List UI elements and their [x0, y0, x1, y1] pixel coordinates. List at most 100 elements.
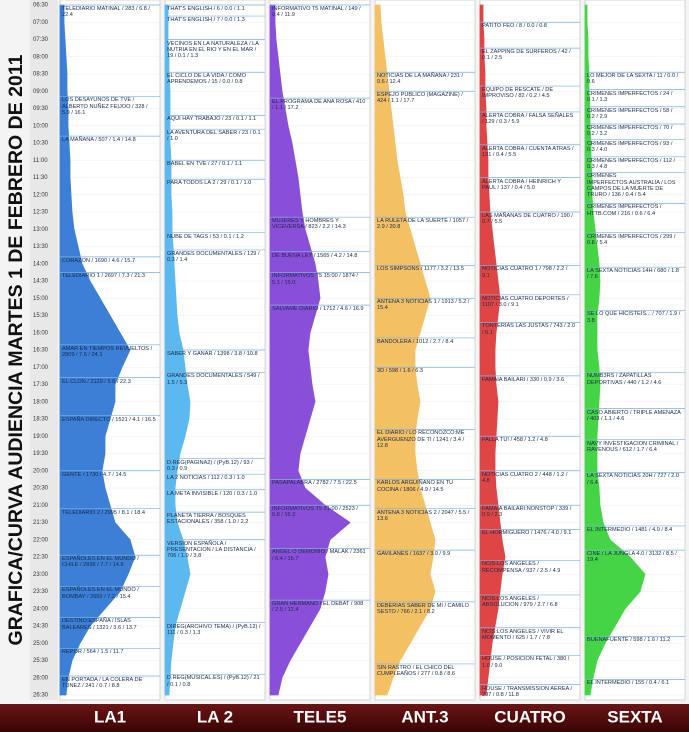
- program-label: EL ZAPPING DE SURFEROS / 42 / 0.1 / 2.5: [482, 49, 571, 62]
- program-label: EL CICLO DE LA VIDA / COMO APRENDEMOS / …: [167, 73, 247, 86]
- time-tick-label: 18:30: [33, 417, 49, 423]
- time-tick-label: 23:30: [33, 589, 49, 595]
- program-label: NCIS:LOS ANGELES / RECOMPENSA / 937 / 2.…: [482, 561, 561, 574]
- program-label: ANTENA 3 NOTICIAS 1 / 1913 / 5.2 / 15.4: [377, 299, 470, 312]
- time-tick-label: 12:30: [33, 210, 49, 216]
- time-tick-label: 16:00: [33, 330, 49, 336]
- footer-bar: [0, 704, 689, 732]
- program-label: SABER Y GANAR / 1398 / 3.8 / 10.8: [167, 351, 258, 357]
- program-label: SE LO QUE HICISTEIS... / 707 / 1.9 / 3.8: [587, 311, 681, 324]
- program-label: EL INTERMEDIO / 1481 / 4.0 / 8.4: [587, 526, 673, 533]
- time-tick-label: 07:30: [33, 37, 49, 43]
- program-label: NOTICIAS DE LA MAÑANA / 231 / 0.6 / 12.4: [377, 73, 464, 86]
- program-label: GENTE / 1730 / 4.7 / 14.5: [62, 471, 127, 478]
- program-label: NOTICIAS CUATRO DEPORTES / 1107 / 3.0 / …: [482, 295, 569, 308]
- program-label: D.REG(MUSICAL.ES) / (PyB.12) / 21 / 0.1 …: [167, 675, 260, 688]
- program-label: LA MAÑANA / 507 / 1.4 / 14.8: [62, 137, 136, 144]
- program-label: D.REG(PAGINA2) / (PyB.12) / 93 / 0.3 / 0…: [167, 459, 253, 472]
- time-axis-bg: [30, 0, 58, 700]
- program-label: NOTICIAS CUATRO 2 / 448 / 1.2 / 4.8: [482, 471, 568, 484]
- time-tick-label: 11:30: [33, 175, 48, 181]
- program-label: CRIMENES IMPERFECTOS / HTTB.COM / 216 / …: [587, 204, 662, 217]
- time-tick-label: 09:00: [33, 89, 49, 95]
- time-tick-label: 09:30: [33, 106, 49, 112]
- program-label: EQUIPO DE RESCATE / DE IMPROVISO / 82 / …: [482, 87, 554, 100]
- time-tick-label: 17:00: [33, 365, 49, 371]
- program-label: CRIMENES IMPERFECTOS / 24 / 0.1 / 1.3: [587, 90, 673, 103]
- time-tick-label: 13:00: [33, 227, 49, 233]
- program-label: GAVILANES / 1637 / 3.0 / 9.9: [377, 551, 451, 558]
- program-label: CRIMENES IMPERFECTOS / 112 / 0.3 / 4.8: [587, 157, 676, 170]
- program-label: GRANDES DOCUMENTALES / 129 / 0.3 / 1.4: [167, 250, 260, 264]
- program-label: THAT'S ENGLISH / 7 / 0.0 / 1.3: [167, 17, 245, 24]
- program-label: EL PROGRAMA DE ANA ROSA / 410 / 1.1 / 17…: [272, 99, 366, 112]
- time-tick-label: 14:30: [33, 279, 49, 285]
- program-label: EN PORTADA / LA COLERA DE TUNEZ / 241 / …: [62, 677, 143, 690]
- program-label: CASO ABIERTO / TRIPLE AMENAZA / 403 / 1.…: [587, 409, 681, 422]
- program-label: ESPAÑOLES EN EL MUNDO / BOMBAY / 2659 / …: [62, 587, 139, 600]
- program-label: GRANDES DOCUMENTALES / 549 / 1.5 / 5.3: [167, 373, 260, 386]
- time-tick-label: 22:30: [33, 555, 49, 561]
- time-tick-label: 07:00: [33, 20, 49, 26]
- program-label: ESPAÑOLES EN EL MUNDO / CHILE / 2836 / 7…: [62, 556, 139, 569]
- program-label: PATITO FEO / 8 / 0.0 / 0.8: [482, 23, 547, 30]
- program-label: 3D / 598 / 1.6 / 6.3: [377, 368, 424, 375]
- program-label: SIN RASTRO / EL CHICO DEL CUMPLEAÑOS / 2…: [377, 664, 456, 678]
- channel-name: CUATRO: [494, 707, 565, 726]
- channel-name: LA 2: [197, 707, 233, 726]
- channel-name: LA1: [94, 707, 126, 726]
- program-label: MUJERES Y HOMBRES Y VICEVERSA / 823 / 2.…: [272, 218, 346, 231]
- program-label: DESTINO:ESPAÑA / ISLAS BALEARES / 1321 /…: [62, 618, 137, 631]
- program-label: LA 2 NOTICIAS / 112 / 0.3 / 1.0: [167, 475, 245, 482]
- program-label: PARA TODOS LA 2 / 29 / 0.1 / 1.0: [167, 180, 252, 187]
- program-label: NAVY INVESTIGACION CRIMINAL / RAVENOUS /…: [587, 440, 679, 453]
- time-tick-label: 08:00: [33, 54, 49, 60]
- program-label: TELEDIARIO 2 / 2995 / 8.1 / 18.4: [62, 509, 146, 516]
- program-label: LOS DESAYUNOS DE TVE / ALBERTO NUÑEZ FEI…: [62, 97, 148, 116]
- time-tick-label: 21:30: [33, 520, 49, 526]
- time-tick-label: 26:00: [33, 675, 49, 681]
- program-label: LA RULETA DE LA SUERTE / 1057 / 2.9 / 20…: [377, 218, 469, 231]
- program-label: ALERTA COBRA / CUENTA ATRAS / 131 / 0.4 …: [482, 145, 574, 158]
- program-label: DEBERIAS SABER DE MI / CAMILO SESTO / 76…: [377, 602, 470, 616]
- time-tick-label: 24:30: [33, 624, 49, 630]
- time-tick-label: 10:00: [33, 123, 49, 129]
- program-label: INFORMATIVO T5 MATINAL / 149 / 0.4 / 11.…: [272, 6, 361, 19]
- audience-curve: [59, 4, 136, 696]
- time-tick-label: 20:30: [33, 486, 49, 492]
- time-tick-label: 11:00: [33, 158, 48, 164]
- program-label: PLANETA TIERRA / BOSQUES ESTACIONALES / …: [167, 513, 249, 526]
- program-label: EL DIARIO / LO RECONOZCO:ME AVERGUENZO D…: [377, 430, 465, 449]
- program-label: ESPEJO PUBLICO (MAGAZINE) / 424 / 1.1 / …: [377, 92, 463, 105]
- program-label: CRIMENES IMPERFECTOS / 70 / 0.2 / 3.2: [587, 125, 673, 138]
- audience-curve: [584, 4, 646, 696]
- program-label: CINE / LA JUNGLA 4.0 / 3132 / 8.5 / 19.4: [587, 551, 677, 564]
- channel-name: TELE5: [294, 707, 347, 726]
- program-label: NCIS:LOS ANGELES / ABSOLUCION / 979 / 2.…: [482, 595, 558, 609]
- program-label: THAT'S ENGLISH / 6 / 0.0 / 1.1: [167, 6, 245, 12]
- program-label: NUBE DE TAGS / 53 / 0.1 / 1.2: [167, 233, 244, 240]
- time-tick-label: 22:00: [33, 537, 49, 543]
- time-tick-label: 21:00: [33, 503, 49, 509]
- program-label: LAS MAÑANAS DE CUATRO / 190 / 0.7 / 5.5: [482, 213, 573, 226]
- program-label: AQUI HAY TRABAJO / 23 / 0.1 / 1.1: [167, 116, 257, 123]
- program-label: DE BUENA LEY / 1565 / 4.2 / 14.8: [272, 252, 358, 259]
- program-label: CORAZON / 1690 / 4.6 / 15.7: [62, 257, 136, 264]
- program-label: NCIS:LOS ANGELES / VIVIR EL MOMENTO / 62…: [482, 628, 564, 641]
- time-tick-label: 18:00: [33, 399, 49, 405]
- program-label: TELEDIARIO MATINAL / 283 / 6.8 / 22.4: [62, 6, 150, 19]
- program-label: FALLA TU! / 458 / 1.2 / 4.8: [482, 437, 548, 444]
- program-label: REPOR / 564 / 1.5 / 11.7: [62, 649, 124, 656]
- program-label: LA SEXTA NOTICIAS 20H / 727 / 2.0 / 6.4: [587, 473, 679, 486]
- program-label: ESPAÑA DIRECTO / 1521 / 4.1 / 16.5: [62, 416, 156, 423]
- time-tick-label: 15:00: [33, 296, 49, 302]
- program-label: EL INTERMEDIO / 155 / 0.4 / 6.1: [587, 680, 670, 687]
- program-label: LA META INVISIBLE / 120 / 0.3 / 1.0: [167, 490, 258, 497]
- program-label: FAMAIA BAILARI / 330 / 0.9 / 3.6: [482, 376, 565, 383]
- program-label: CRIMENES IMPERFECTOS / 299 / 0.8 / 5.4: [587, 233, 676, 246]
- time-tick-label: 06:30: [33, 3, 49, 9]
- program-label: PASAPALABRA / 2782 / 7.5 / 22.5: [272, 480, 357, 487]
- program-label: TELEDIARIO 1 / 2697 / 7.3 / 21.3: [62, 273, 146, 280]
